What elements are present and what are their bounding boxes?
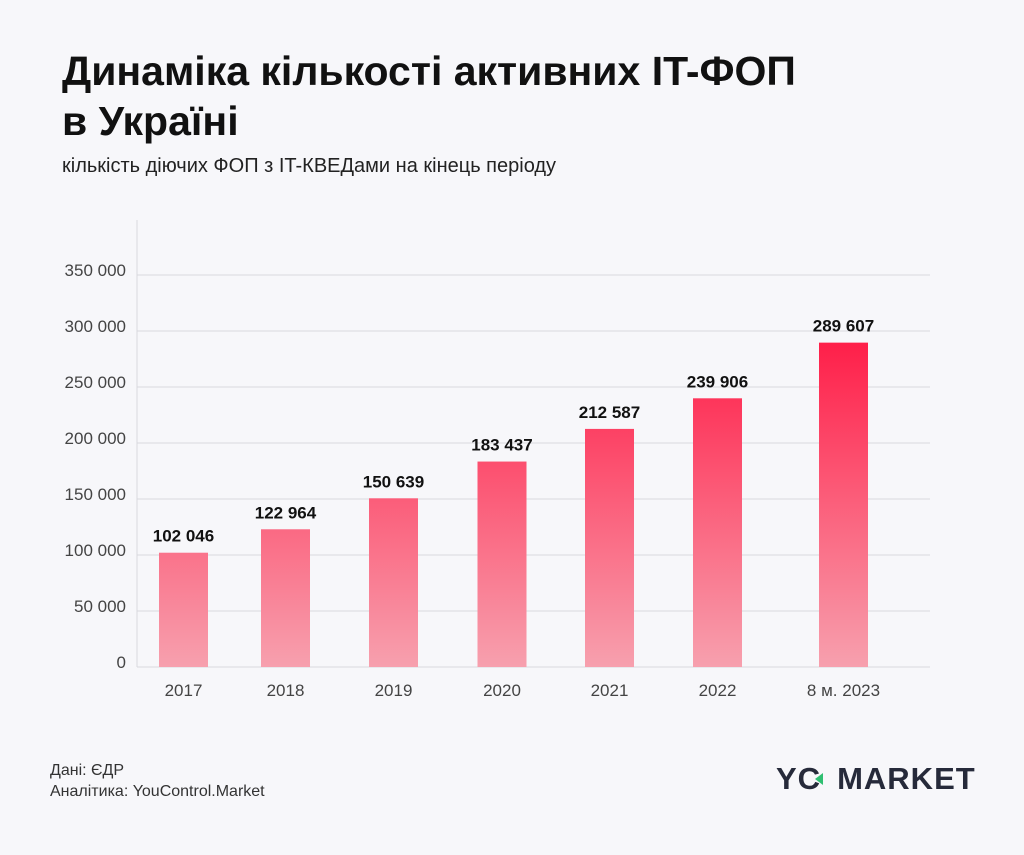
- y-tick-label: 50 000: [74, 597, 126, 616]
- x-tick-label: 2022: [699, 681, 737, 700]
- data-label: 183 437: [471, 436, 532, 455]
- bar-2019: [369, 498, 418, 667]
- data-label: 212 587: [579, 403, 640, 422]
- data-label: 239 906: [687, 372, 748, 391]
- logo-market: MARKET: [837, 761, 976, 796]
- yc-market-logo: YC MARKET: [776, 761, 976, 797]
- x-tick-label: 8 м. 2023: [807, 681, 880, 700]
- y-tick-label: 150 000: [65, 485, 126, 504]
- x-tick-label: 2020: [483, 681, 521, 700]
- y-tick-label: 350 000: [65, 261, 126, 280]
- bar-2021: [585, 428, 634, 667]
- x-tick-label: 2018: [267, 681, 305, 700]
- bar-2017: [159, 552, 208, 667]
- bar-2022: [693, 398, 742, 667]
- y-tick-label: 300 000: [65, 317, 126, 336]
- y-tick-label: 200 000: [65, 429, 126, 448]
- data-source: Дані: ЄДР: [50, 762, 125, 779]
- chart-subtitle: кількість діючих ФОП з IT-КВЕДами на кін…: [62, 155, 557, 177]
- title-line-1: Динаміка кількості активних IT-ФОП: [62, 48, 796, 94]
- bar-2018: [261, 529, 310, 667]
- data-label: 289 607: [813, 317, 874, 336]
- data-label: 150 639: [363, 472, 424, 491]
- chart-title: Динаміка кількості активних IT-ФОП в Укр…: [62, 46, 796, 146]
- title-line-2: в Україні: [62, 98, 239, 144]
- y-tick-label: 250 000: [65, 373, 126, 392]
- x-tick-label: 2017: [165, 681, 203, 700]
- analytics-credit: Аналітика: YouControl.Market: [50, 783, 265, 800]
- bar-8 м. 2023: [819, 342, 868, 667]
- data-label: 102 046: [153, 527, 214, 546]
- x-tick-label: 2019: [375, 681, 413, 700]
- x-tick-label: 2021: [591, 681, 629, 700]
- logo-arrow-icon: [815, 773, 824, 785]
- y-tick-label: 100 000: [65, 541, 126, 560]
- data-label: 122 964: [255, 503, 317, 522]
- logo-yc: YC: [776, 761, 822, 796]
- y-tick-label: 0: [117, 653, 126, 672]
- bar-2020: [477, 461, 527, 667]
- source-note: Дані: ЄДР Аналітика: YouControl.Market: [50, 760, 265, 802]
